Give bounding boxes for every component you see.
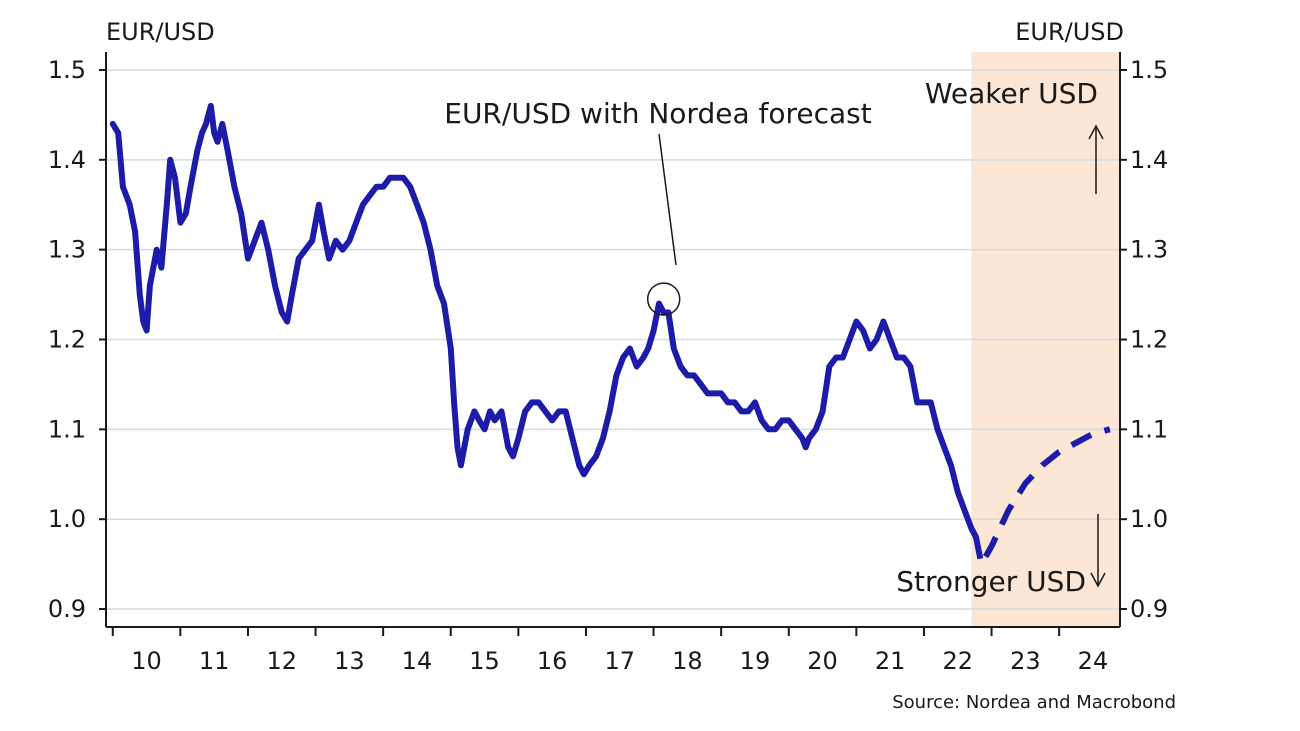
y-tick-label-left-0: 0.9	[48, 595, 86, 623]
right-axis-label: EUR/USD	[1015, 18, 1124, 46]
x-tick-label-4: 14	[402, 647, 433, 675]
series-actual-line	[109, 102, 979, 541]
annotation-pointer-line	[658, 133, 677, 266]
y-tick-label-left-2: 1.1	[48, 415, 86, 443]
x-tick-label-3: 13	[334, 647, 365, 675]
axis-ticks: 0.9 0.9 1.0 1.0 1.1 1.1 1.2 1.2 1.3 1.3 1.4 1.4 1.5 1…	[48, 56, 1168, 675]
x-tick-label-8: 18	[672, 647, 703, 675]
y-tick-label-left-6: 1.5	[48, 56, 86, 84]
x-tick-label-0: 10	[131, 647, 162, 675]
weaker-usd-label: Weaker USD	[925, 77, 1098, 110]
y-tick-label-right-5: 1.4	[1130, 146, 1168, 174]
up-arrow-head-icon	[1088, 124, 1104, 140]
y-tick-label-left-5: 1.4	[48, 146, 86, 174]
x-tick-label-12: 22	[942, 647, 973, 675]
left-axis-label: EUR/USD	[106, 18, 215, 46]
series-label-annotation: EUR/USD with Nordea forecast	[444, 97, 872, 130]
x-tick-label-10: 20	[807, 647, 838, 675]
gridlines	[106, 69, 1120, 610]
y-tick-label-left-3: 1.2	[48, 326, 86, 354]
stronger-usd-label: Stronger USD	[896, 565, 1086, 598]
x-tick-label-5: 15	[469, 647, 500, 675]
x-tick-label-7: 17	[604, 647, 635, 675]
down-arrow-head-icon	[1090, 572, 1106, 588]
x-tick-label-13: 23	[1010, 647, 1041, 675]
source-note: Source: Nordea and Macrobond	[892, 692, 1176, 713]
x-tick-label-1: 11	[199, 647, 230, 675]
y-tick-label-right-6: 1.5	[1130, 56, 1168, 84]
y-tick-label-right-0: 0.9	[1130, 595, 1168, 623]
x-tick-label-11: 21	[875, 647, 906, 675]
y-tick-label-right-1: 1.0	[1130, 505, 1168, 533]
y-tick-label-right-3: 1.2	[1130, 326, 1168, 354]
y-tick-label-right-4: 1.3	[1130, 236, 1168, 264]
x-tick-label-2: 12	[266, 647, 297, 675]
x-tick-label-14: 24	[1078, 647, 1109, 675]
y-tick-label-left-4: 1.3	[48, 236, 86, 264]
y-tick-label-left-1: 1.0	[48, 505, 86, 533]
series-forecast-line	[973, 426, 1111, 573]
y-tick-label-right-2: 1.1	[1130, 415, 1168, 443]
x-tick-label-9: 19	[740, 647, 771, 675]
annotation-circle	[646, 282, 681, 316]
x-tick-label-6: 16	[537, 647, 568, 675]
